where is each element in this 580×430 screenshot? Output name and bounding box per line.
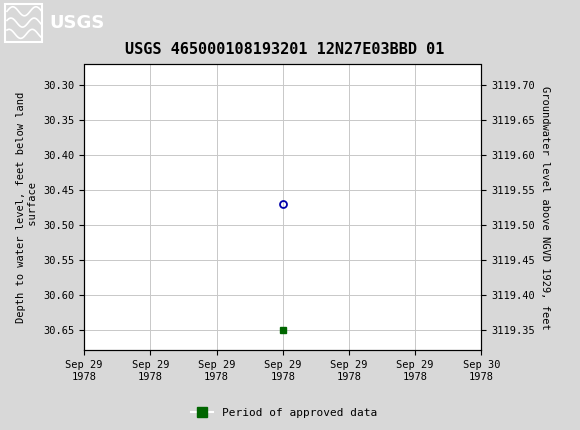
- Y-axis label: Groundwater level above NGVD 1929, feet: Groundwater level above NGVD 1929, feet: [541, 86, 550, 329]
- Y-axis label: Depth to water level, feet below land
 surface: Depth to water level, feet below land su…: [16, 92, 38, 323]
- Legend: Period of approved data: Period of approved data: [187, 403, 382, 422]
- Text: USGS 465000108193201 12N27E03BBD 01: USGS 465000108193201 12N27E03BBD 01: [125, 42, 444, 57]
- Text: USGS: USGS: [49, 14, 104, 31]
